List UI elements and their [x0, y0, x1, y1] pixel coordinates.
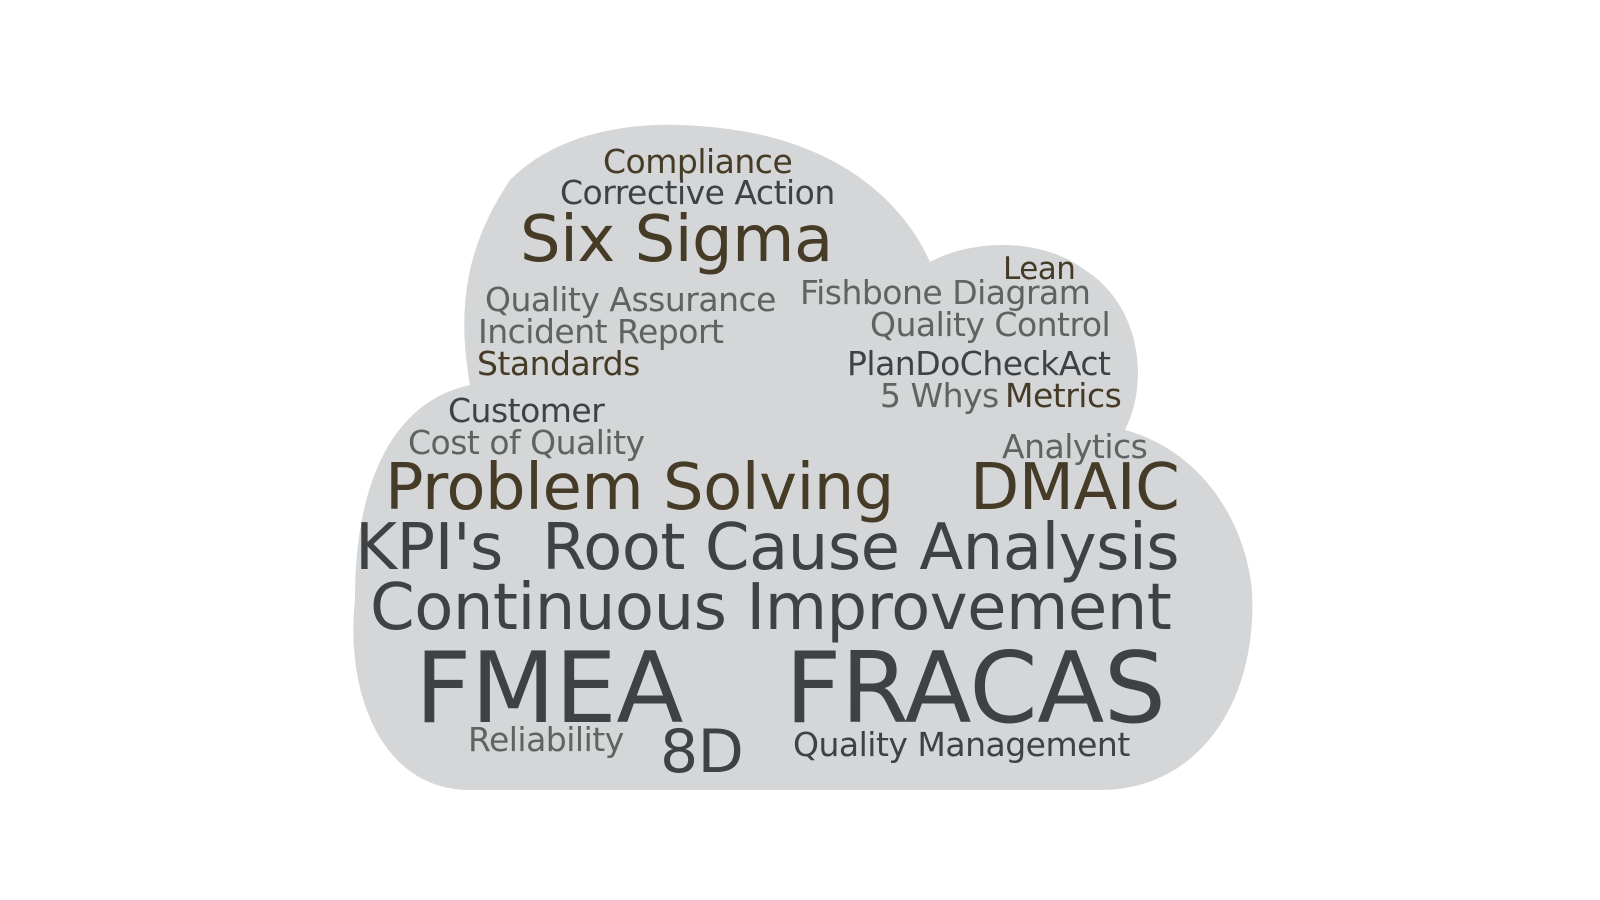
- word-fmea: FMEA: [415, 632, 683, 746]
- word-metrics: Metrics: [1005, 376, 1122, 415]
- word-corrective-action: Corrective Action: [560, 173, 835, 212]
- word-incident-report: Incident Report: [478, 312, 724, 351]
- word-standards: Standards: [477, 344, 640, 383]
- cloud-silhouette: [353, 124, 1253, 791]
- word-quality-control: Quality Control: [870, 305, 1111, 344]
- word-root-cause-analysis: Root Cause Analysis: [542, 511, 1180, 585]
- word-six-sigma: Six Sigma: [520, 203, 833, 277]
- word-compliance: Compliance: [603, 142, 793, 181]
- word-reliability: Reliability: [468, 720, 624, 759]
- word-fracas: FRACAS: [785, 632, 1166, 746]
- word-problem-solving: Problem Solving: [385, 451, 894, 525]
- word-cost-of-quality: Cost of Quality: [408, 423, 645, 462]
- word-analytics: Analytics: [1002, 427, 1148, 466]
- word-lean: Lean: [1003, 251, 1076, 287]
- word-quality-management: Quality Management: [793, 725, 1130, 764]
- word-kpis: KPI's: [355, 511, 503, 585]
- word-customer: Customer: [448, 391, 605, 430]
- word-dmaic: DMAIC: [970, 451, 1180, 525]
- word-8d: 8D: [660, 717, 744, 787]
- word-quality-assurance: Quality Assurance: [485, 280, 776, 319]
- word-five-whys: 5 Whys: [880, 376, 999, 415]
- word-plan-do-check-act: PlanDoCheckAct: [847, 344, 1111, 383]
- word-fishbone-diagram: Fishbone Diagram: [800, 273, 1091, 312]
- word-continuous-improvement: Continuous Improvement: [370, 571, 1172, 645]
